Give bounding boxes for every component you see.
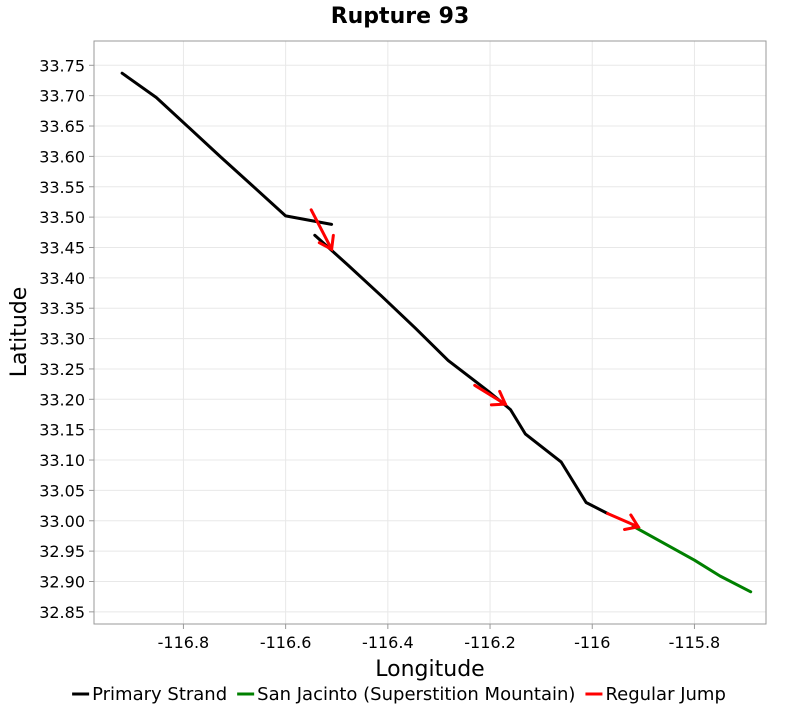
y-tick-label: 33.30	[39, 330, 85, 349]
legend-item-primary-strand: Primary Strand	[72, 684, 227, 705]
y-tick-label: 33.20	[39, 390, 85, 409]
y-tick-label: 32.95	[39, 542, 85, 561]
y-tick-label: 33.65	[39, 117, 85, 136]
x-axis-title: Longitude	[375, 657, 484, 682]
y-tick-label: 33.05	[39, 481, 85, 500]
y-tick-label: 33.50	[39, 208, 85, 227]
series-line-san-jacinto-superstition-mountain	[631, 524, 753, 594]
y-tick-label: 33.35	[39, 299, 85, 318]
series-layer	[120, 71, 753, 594]
legend-label: Primary Strand	[92, 684, 227, 705]
y-tick-label: 33.40	[39, 269, 85, 288]
legend-label: San Jacinto (Superstition Mountain)	[257, 684, 575, 705]
x-tick-label: -116.4	[362, 633, 414, 652]
series-line-primary-strand	[120, 71, 334, 226]
legend: Primary Strand San Jacinto (Superstition …	[72, 684, 726, 705]
grid	[94, 41, 766, 624]
jump-arrow	[309, 208, 335, 252]
x-tick-label: -116.6	[260, 633, 312, 652]
y-tick-label: 33.75	[39, 56, 85, 75]
y-tick-label: 33.70	[39, 87, 85, 106]
x-tick-label: -116	[574, 633, 610, 652]
series-line-primary-strand	[313, 233, 610, 515]
y-axis-title: Latitude	[7, 287, 32, 378]
y-tick-label: 33.55	[39, 178, 85, 197]
y-tick-label: 33.10	[39, 451, 85, 470]
y-tick-label: 33.25	[39, 360, 85, 379]
x-tick-label: -116.2	[464, 633, 516, 652]
y-tick-label: 32.85	[39, 603, 85, 622]
legend-item-san-jacinto-superstition-mountain: San Jacinto (Superstition Mountain)	[237, 684, 575, 705]
y-tick-label: 33.45	[39, 238, 85, 257]
y-axis: 32.85 32.90 32.95 33.00 33.05 33.10 33.15 33.20…	[39, 56, 94, 622]
y-tick-label: 32.90	[39, 572, 85, 591]
plot-area	[93, 40, 767, 625]
chart-title: Rupture 93	[331, 4, 470, 29]
jump-arrow	[473, 383, 508, 407]
x-tick-label: -115.8	[669, 633, 721, 652]
x-tick-label: -116.8	[158, 633, 210, 652]
y-tick-label: 33.15	[39, 421, 85, 440]
legend-label: Regular Jump	[605, 684, 725, 705]
x-axis: -116.8 -116.6 -116.4 -116.2 -116 -115.8	[158, 624, 721, 652]
y-tick-label: 33.00	[39, 512, 85, 531]
y-tick-label: 33.60	[39, 147, 85, 166]
legend-item-regular-jump: Regular Jump	[585, 684, 726, 705]
jump-arrow	[606, 511, 641, 531]
